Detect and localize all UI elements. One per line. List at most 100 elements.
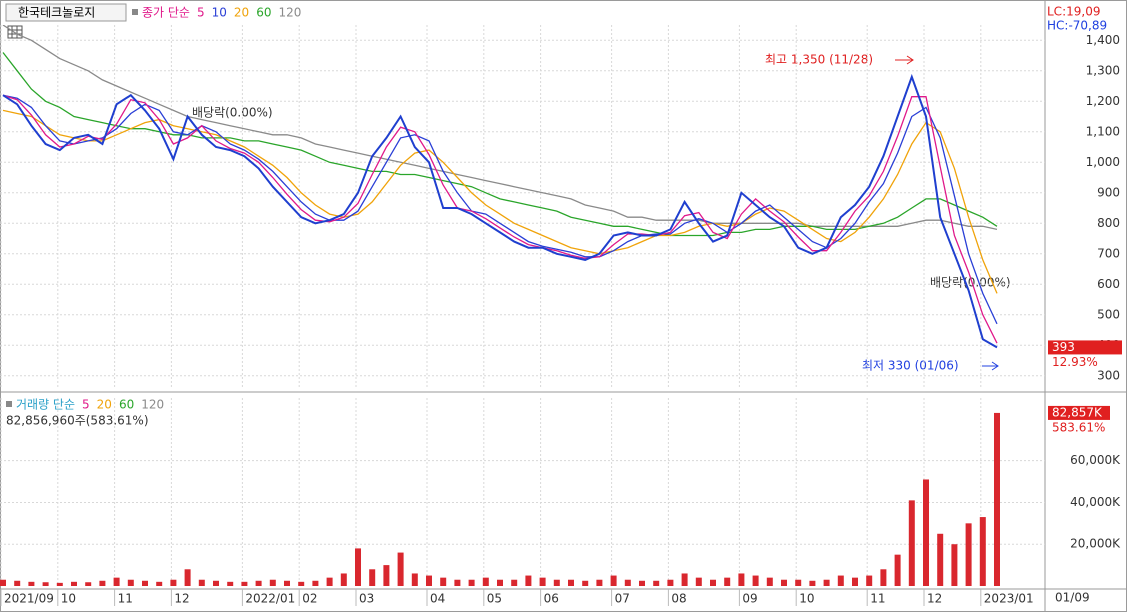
volume-bar (56, 582, 63, 586)
volume-bar (482, 577, 489, 586)
x-tick-label: 05 (487, 592, 502, 606)
y-tick-label: 1,200 (1086, 94, 1120, 108)
y-tick-label: 500 (1097, 307, 1120, 321)
volume-bar (468, 579, 475, 586)
last-volume-change: 583.61% (1052, 420, 1105, 434)
volume-bar (681, 573, 688, 586)
volume-bar (710, 579, 716, 586)
hc-label: HC:-70,89 (1047, 19, 1107, 33)
volume-bar (610, 575, 617, 586)
x-tick-label: 08 (671, 592, 686, 606)
legend-entry: 60 (256, 6, 271, 20)
volume-bar (184, 569, 191, 586)
volume-bar (596, 579, 603, 586)
volume-bar (255, 580, 262, 586)
volume-bar (965, 523, 972, 586)
volume-label: 82,856,960주(583.61%) (6, 414, 149, 428)
volume-bar (99, 580, 106, 586)
x-tick-label: 02 (302, 592, 317, 606)
volume-bar (695, 577, 702, 586)
volume-bar (127, 579, 134, 586)
y-tick-label: 40,000K (1070, 495, 1121, 509)
volume-bar (908, 500, 915, 586)
volume-bar (894, 554, 901, 586)
volume-bar (852, 577, 858, 586)
volume-bar (0, 579, 6, 586)
volume-bar (923, 479, 929, 586)
volume-bar (994, 412, 1000, 586)
close-line (2, 73, 998, 349)
volume-bar (951, 544, 958, 586)
chart-title: 한국테크놀로지 (18, 6, 95, 20)
x-tick-label: 09 (742, 592, 757, 606)
volume-bar (766, 577, 773, 586)
volume-bar (227, 581, 234, 586)
y-tick-label: 600 (1097, 277, 1120, 291)
y-tick-label: 900 (1097, 185, 1120, 199)
x-tick-label: 07 (615, 592, 630, 606)
volume-bar (582, 580, 589, 586)
legend-entry: 20 (234, 6, 249, 20)
title-box (5, 3, 127, 22)
volume-bar (284, 580, 290, 586)
volume-bar (511, 579, 518, 586)
volume-bar (440, 577, 447, 586)
volume-bar (113, 577, 120, 586)
x-tick-label: 12 (174, 592, 189, 606)
y-tick-label: 300 (1097, 368, 1120, 382)
y-tick-label: 1,400 (1086, 33, 1120, 47)
high-arrow (895, 55, 914, 65)
x-tick-label: 04 (430, 592, 445, 606)
volume-bar (426, 575, 432, 586)
volume-bar (369, 569, 376, 586)
volume-bar (880, 569, 887, 586)
y-tick-label: 1,100 (1086, 124, 1120, 138)
legend-marker (132, 9, 138, 15)
x-tick-label: 10 (61, 592, 76, 606)
last-price-label: 393 (1052, 340, 1075, 354)
volume-bar (837, 575, 844, 586)
volume-bar (198, 579, 205, 586)
low-annotation: 최저 330 (01/06) (862, 359, 959, 373)
volume-pane (0, 398, 1045, 586)
low-arrow (982, 361, 999, 371)
ma-line (2, 94, 998, 344)
legend-entry: 5 (82, 398, 90, 412)
price-pane (0, 25, 1045, 388)
volume-bar (71, 581, 77, 586)
high-annotation: 최고 1,350 (11/28) (765, 53, 873, 67)
volume-bar (568, 579, 574, 586)
volume-bar (85, 582, 92, 586)
legend-entry: 60 (119, 398, 134, 412)
volume-bar (156, 581, 163, 586)
y-tick-label: 1,300 (1086, 63, 1120, 77)
volume-bar (809, 580, 816, 586)
volume-bar (355, 548, 361, 586)
legend-entry: 20 (97, 398, 112, 412)
x-tick-label: 2021/09 (4, 592, 54, 606)
volume-bar (639, 580, 645, 586)
x-tick-label: 2023/01 (984, 592, 1034, 606)
volume-bar (42, 582, 49, 586)
volume-bar (269, 579, 276, 586)
volume-bar (411, 573, 418, 586)
volume-bar (553, 579, 560, 586)
last-volume-label: 82,857K (1052, 405, 1103, 419)
volume-bar (383, 565, 390, 586)
volume-bar (213, 580, 219, 586)
x-tick-label: 11 (870, 592, 885, 606)
volume-bar (781, 579, 787, 586)
volume-bar (28, 581, 35, 586)
volume-bar (539, 577, 546, 586)
volume-bar (326, 577, 333, 586)
legend-entry: 120 (141, 398, 164, 412)
legend-marker (6, 401, 12, 407)
volume-bar (624, 579, 631, 586)
ma-line (2, 52, 998, 237)
x-end-label: 01/09 (1055, 591, 1090, 605)
table-icon[interactable] (7, 25, 23, 39)
y-tick-label: 1,000 (1086, 155, 1120, 169)
y-tick-label: 800 (1097, 216, 1120, 230)
volume-bar (937, 533, 944, 586)
